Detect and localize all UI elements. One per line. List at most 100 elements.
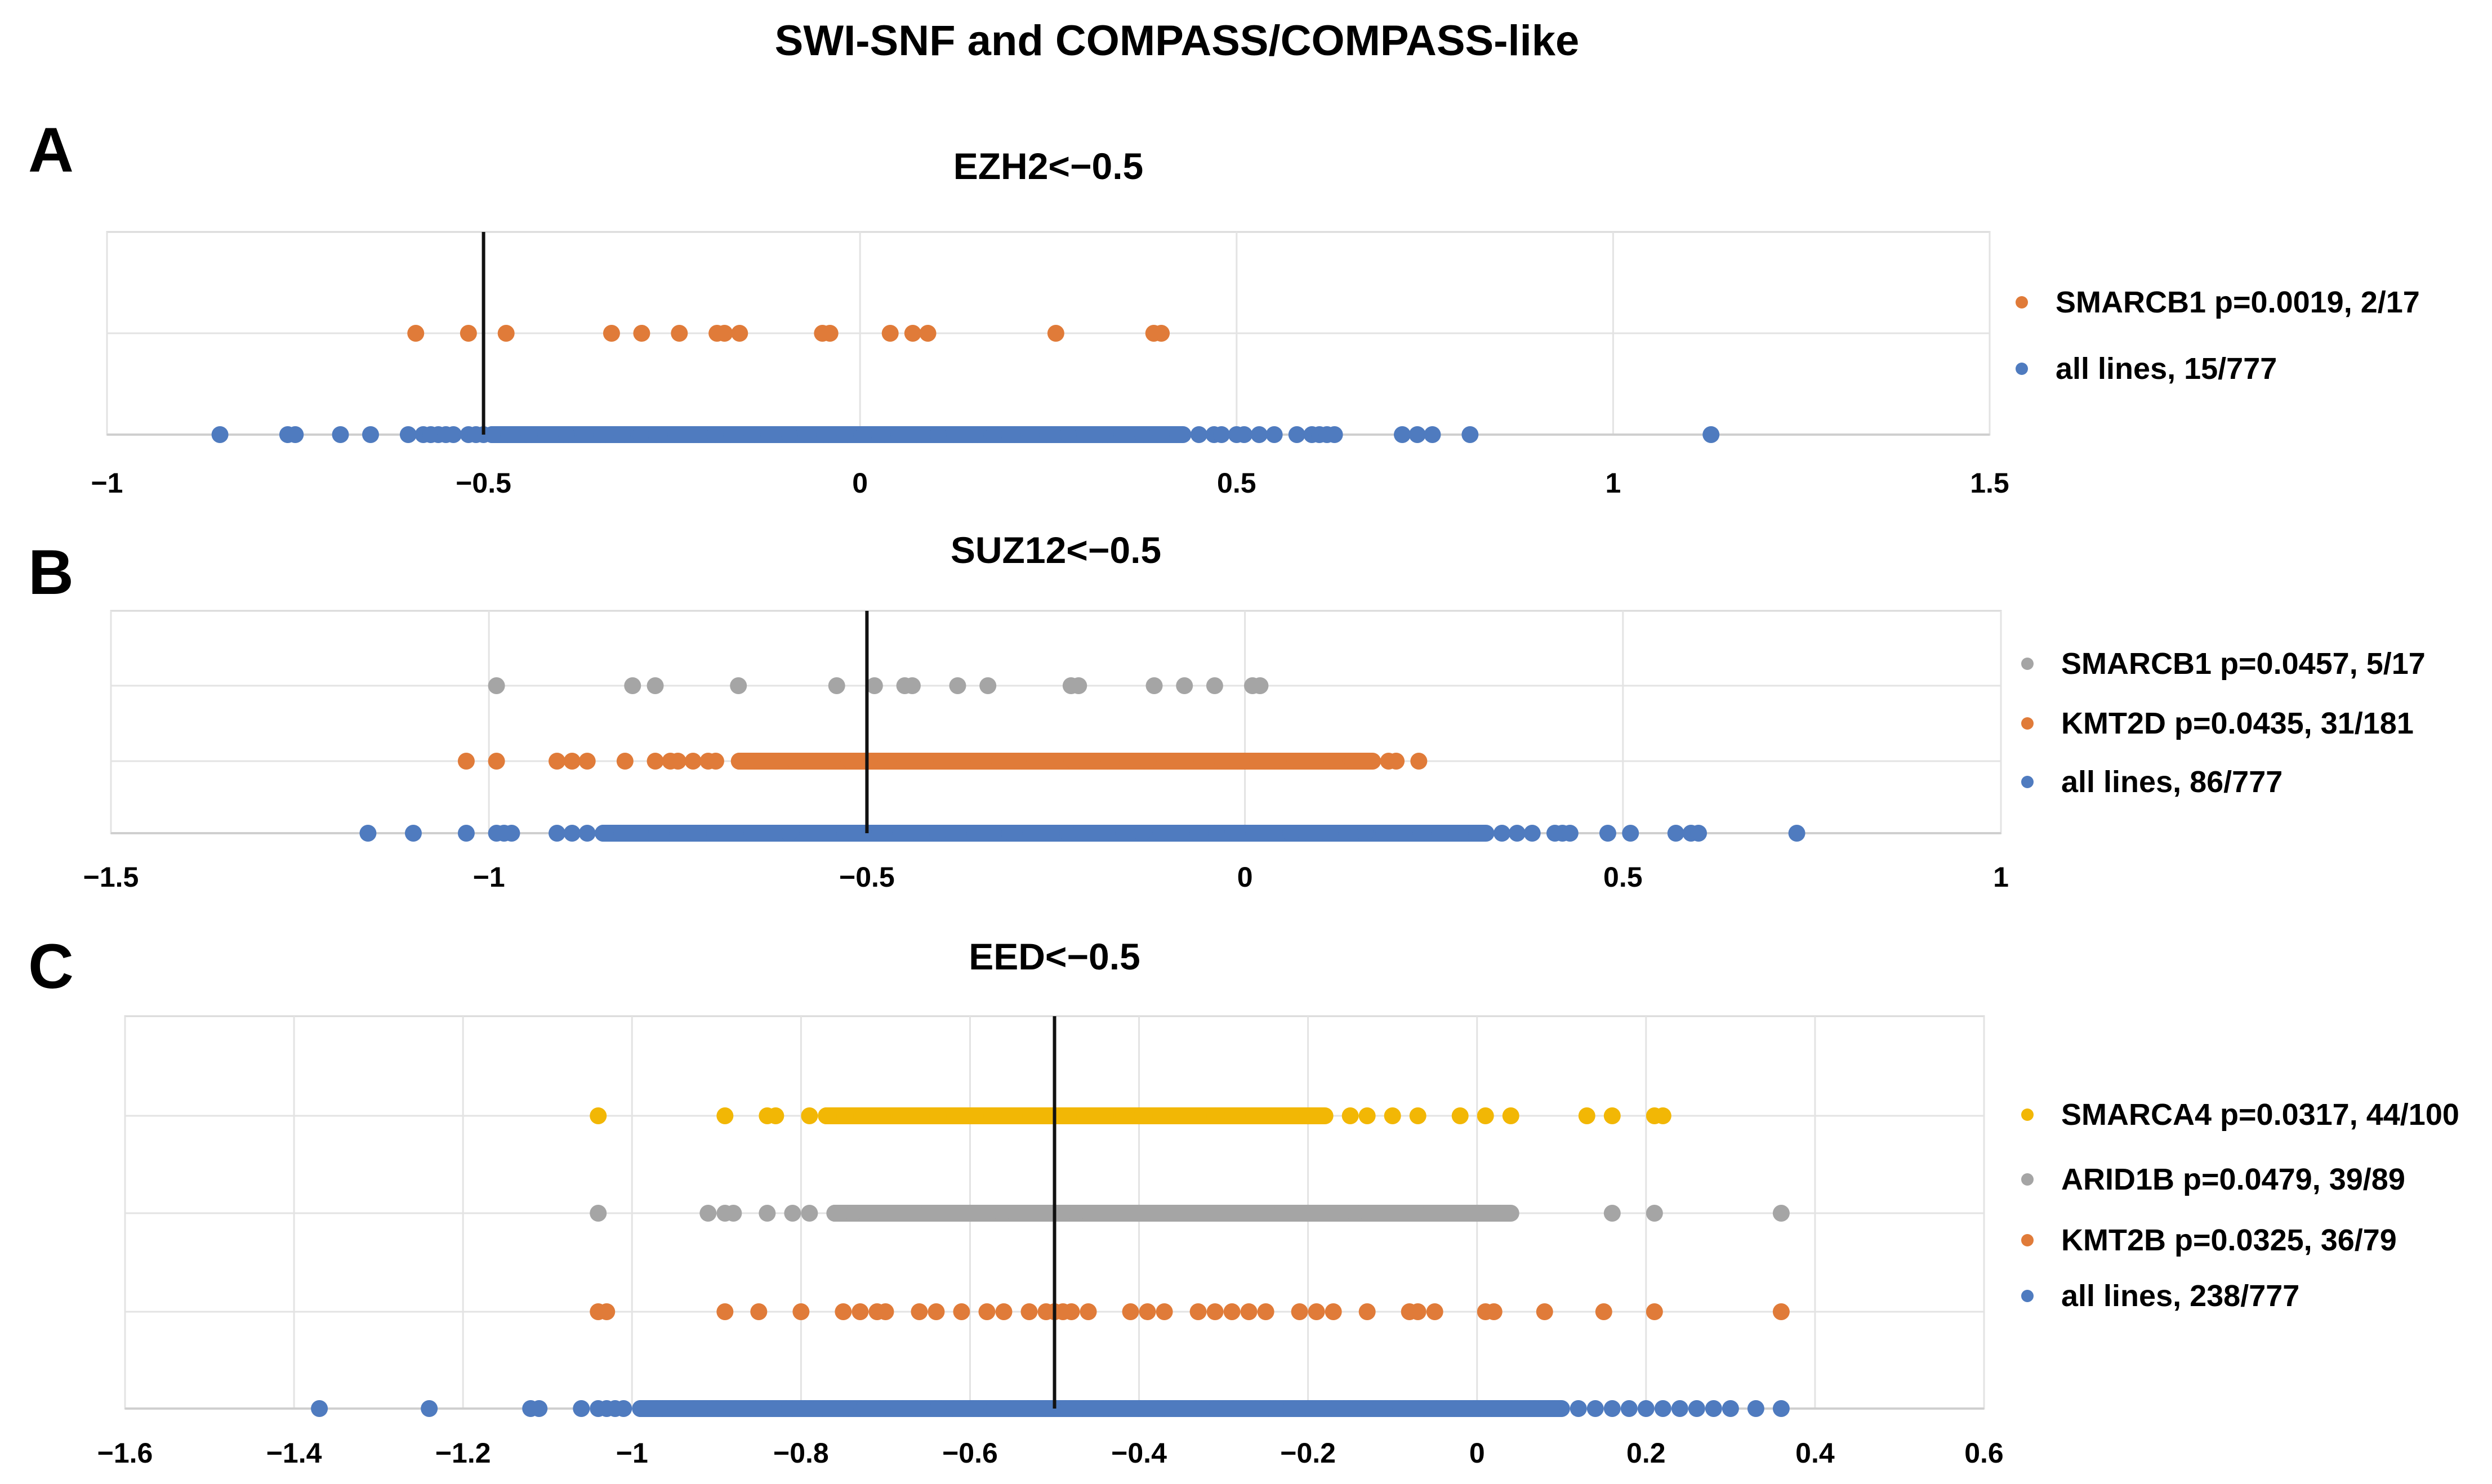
data-point	[836, 825, 854, 842]
data-point	[1341, 1107, 1359, 1124]
data-point	[900, 1205, 918, 1222]
data-point	[972, 753, 989, 770]
data-point	[1235, 1205, 1252, 1222]
data-point	[978, 1303, 996, 1320]
data-point	[1637, 1400, 1655, 1417]
data-point	[929, 426, 947, 443]
series-2	[359, 825, 1806, 842]
data-point	[669, 1400, 686, 1417]
data-point	[725, 426, 742, 443]
data-point	[502, 426, 519, 443]
data-point	[1450, 1400, 1467, 1417]
data-point	[647, 677, 664, 694]
data-point	[613, 825, 631, 842]
legend-marker	[2021, 1108, 2034, 1121]
series-1	[211, 426, 1720, 443]
data-point	[1096, 825, 1114, 842]
data-point	[1213, 426, 1231, 443]
data-point	[1325, 1303, 1342, 1320]
data-point	[1487, 1400, 1504, 1417]
data-point	[1022, 825, 1040, 842]
data-point	[1772, 1205, 1790, 1222]
x-tick-label: −1.4	[266, 1437, 322, 1469]
data-point	[1494, 825, 1511, 842]
data-point	[873, 1400, 891, 1417]
data-point	[603, 325, 620, 342]
x-tick-label: −0.6	[942, 1437, 998, 1469]
data-point	[1156, 1303, 1173, 1320]
data-point	[863, 1205, 881, 1222]
legend-label: all lines, 238/777	[2061, 1279, 2299, 1313]
data-point	[966, 426, 984, 443]
data-point	[1301, 1400, 1318, 1417]
data-point	[1282, 1400, 1300, 1417]
data-point	[311, 1400, 328, 1417]
data-point	[799, 825, 817, 842]
data-point	[1384, 1107, 1401, 1124]
data-point	[1358, 1303, 1376, 1320]
data-point	[1134, 825, 1151, 842]
data-point	[1393, 426, 1411, 443]
data-point	[1502, 1107, 1519, 1124]
data-point	[1326, 426, 1343, 443]
data-point	[1288, 426, 1305, 443]
data-point	[1362, 753, 1380, 770]
data-point	[633, 325, 650, 342]
data-point	[1264, 825, 1281, 842]
data-point	[1236, 426, 1253, 443]
x-tick-label: 1	[1605, 467, 1621, 499]
data-point	[1020, 1303, 1038, 1320]
data-point	[911, 1303, 928, 1320]
legend: SMARCB1 p=0.0019, 2/17 all lines, 15/777	[2016, 285, 2420, 386]
legend-label: KMT2B p=0.0325, 36/79	[2061, 1223, 2397, 1257]
data-point	[1410, 753, 1428, 770]
data-point	[929, 1107, 947, 1124]
panel-title: EED<−0.5	[969, 936, 1140, 977]
data-point	[1426, 1303, 1443, 1320]
data-point	[578, 825, 596, 842]
x-tick-label: 1	[1993, 861, 2009, 893]
data-point	[1176, 753, 1194, 770]
data-point	[1240, 1303, 1258, 1320]
data-point	[786, 753, 804, 770]
data-point	[1495, 1205, 1513, 1222]
data-point	[1208, 1107, 1225, 1124]
data-point	[1257, 1303, 1274, 1320]
data-point	[1412, 1400, 1430, 1417]
data-point	[1338, 825, 1356, 842]
data-point	[1068, 1205, 1085, 1222]
data-point	[749, 753, 766, 770]
data-point	[877, 1303, 894, 1320]
data-point	[211, 426, 229, 443]
data-point	[1646, 1303, 1663, 1320]
data-point	[1357, 825, 1374, 842]
data-point	[1028, 753, 1045, 770]
data-point	[818, 1400, 835, 1417]
data-point	[1671, 1400, 1688, 1417]
panel-c: C EED<−0.5 −1.6 −1.4 −1.2 −1 −0.8 −0.6 −0.4 −0.2 0…	[28, 931, 2459, 1469]
data-point	[881, 325, 899, 342]
data-point	[1208, 825, 1225, 842]
chart-panels: A EZH2<−0.5 −1 −0.5 0 0.5 1 1.5 SMARCB1 p=0.0019…	[28, 115, 2459, 1469]
data-point	[836, 1400, 854, 1417]
data-point	[1245, 1400, 1263, 1417]
data-point	[1004, 1400, 1021, 1417]
data-point	[1288, 753, 1305, 770]
data-point	[826, 1205, 844, 1222]
data-point	[767, 1107, 784, 1124]
data-point	[953, 753, 971, 770]
series-1	[590, 1205, 1790, 1222]
legend-marker	[2021, 1290, 2034, 1302]
data-point	[688, 1400, 705, 1417]
panel-a: A EZH2<−0.5 −1 −0.5 0 0.5 1 1.5 SMARCB1 p=0.0019…	[28, 115, 2420, 499]
panel-title: SUZ12<−0.5	[951, 529, 1161, 571]
data-point	[1388, 753, 1405, 770]
data-point	[1702, 426, 1720, 443]
data-point	[1086, 1205, 1104, 1222]
data-point	[1179, 1205, 1197, 1222]
data-point	[1301, 825, 1318, 842]
data-point	[1216, 1205, 1234, 1222]
data-point	[1208, 1400, 1225, 1417]
series-0	[407, 325, 1170, 342]
data-point	[595, 426, 612, 443]
